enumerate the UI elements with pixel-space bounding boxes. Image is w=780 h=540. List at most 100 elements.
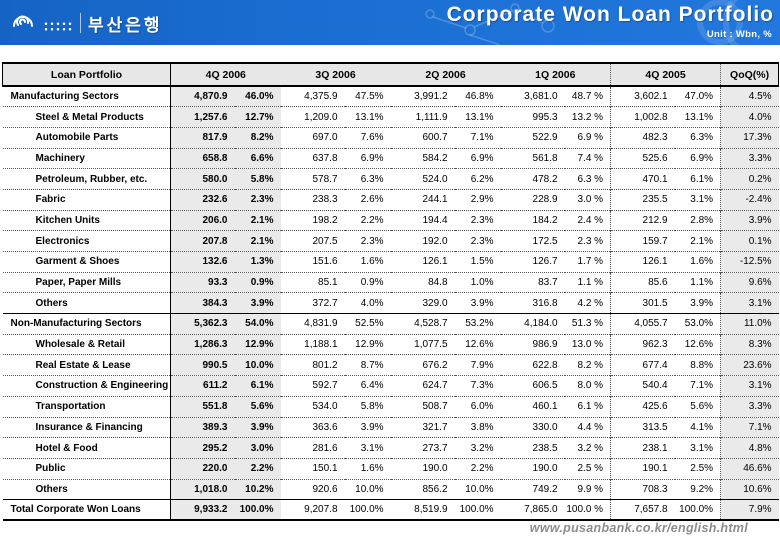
value-cell: 132.6 — [170, 251, 235, 273]
value-cell: 460.1 — [500, 395, 565, 417]
value-cell: 235.5 — [610, 188, 675, 211]
value-cell: 7.6% — [344, 126, 391, 149]
value-cell: 658.8 — [170, 147, 235, 169]
value-cell: 13.1% — [344, 106, 391, 128]
table-row: Garment & Shoes 132.6 1.3% 151.6 1.6% 126.1 1.… — [2, 251, 779, 273]
value-cell: 708.3 — [610, 478, 675, 500]
value-cell: 3,602.1 — [610, 86, 675, 107]
header-band: 부산은행 Corporate Won Loan Portfolio Unit :… — [0, 0, 780, 45]
value-cell: 93.3 — [170, 271, 235, 293]
value-cell: 3.9% — [234, 416, 281, 438]
value-cell: 637.8 — [280, 147, 345, 169]
row-label: Machinery — [2, 147, 171, 169]
value-cell: 9.9 % — [564, 478, 611, 500]
value-cell: 273.7 — [390, 437, 455, 459]
value-cell: 624.7 — [390, 375, 455, 397]
table-row: Real Estate & Lease 990.5 10.0% 801.2 8.7% 67… — [2, 354, 779, 376]
value-cell: 281.6 — [280, 437, 345, 459]
value-cell: 1,002.8 — [610, 106, 675, 128]
row-label: Fabric — [2, 188, 171, 211]
table-row: Automobile Parts 817.9 8.2% 697.0 7.6% 600.7 7… — [2, 126, 779, 149]
value-cell: 7,865.0 — [500, 499, 565, 521]
row-label: Garment & Shoes — [2, 251, 171, 273]
value-cell: 1,209.0 — [280, 106, 345, 128]
value-cell: 622.8 — [500, 354, 565, 376]
value-cell: 697.0 — [280, 126, 345, 149]
value-cell: 676.2 — [390, 354, 455, 376]
value-cell: 1.6% — [674, 251, 721, 273]
value-cell: 606.5 — [500, 375, 565, 397]
value-cell: 100.0 % — [564, 499, 611, 521]
table-row: Non-Manufacturing Sectors 5,362.3 54.0% 4,8… — [2, 313, 779, 335]
value-cell: 3.2% — [454, 437, 501, 459]
value-cell: 190.0 — [390, 457, 455, 480]
row-label: Electronics — [2, 230, 171, 252]
value-cell: 2.2% — [454, 457, 501, 480]
value-cell: 12.9% — [344, 333, 391, 355]
value-cell: 330.0 — [500, 416, 565, 438]
value-cell: 2.8% — [674, 209, 721, 231]
value-cell: 3,991.2 — [414, 91, 448, 103]
value-cell: 100.0% — [454, 499, 501, 521]
value-cell: 1,257.6 — [170, 106, 235, 128]
value-cell: 238.3 — [280, 188, 345, 211]
logo-divider — [80, 13, 81, 33]
value-cell: 4.2 % — [564, 292, 611, 314]
row-label: Hotel & Food — [2, 437, 171, 459]
value-cell: 301.5 — [610, 292, 675, 314]
value-cell: 2.1% — [234, 230, 281, 252]
qoq-cell: 7.9% — [720, 499, 779, 521]
value-cell: 8.8% — [674, 354, 721, 376]
value-cell: 228.9 — [500, 188, 565, 211]
value-cell: 525.6 — [610, 147, 675, 169]
value-cell: 159.7 — [610, 230, 675, 252]
value-cell: 13.2 % — [564, 106, 611, 128]
value-cell: 524.0 — [390, 168, 455, 190]
column-header-2q2006: 2Q 2006 — [390, 63, 501, 87]
value-cell: 6.3% — [674, 126, 721, 149]
value-cell: 7.1% — [674, 375, 721, 397]
value-cell: 51.3 % — [564, 313, 611, 335]
value-cell: 600.7 — [390, 126, 455, 149]
row-label: Kitchen Units — [2, 209, 171, 231]
value-cell: 126.1 — [610, 251, 675, 273]
value-cell: 363.6 — [280, 416, 345, 438]
table-row: Transportation 551.8 5.6% 534.0 5.8% 508.7 6.0… — [2, 395, 779, 417]
value-cell: 8,519.9 — [390, 499, 455, 521]
row-label: Others — [2, 478, 171, 500]
row-label: Others — [2, 292, 171, 314]
qoq-cell: 0.1% — [720, 230, 779, 252]
value-cell: 3.2 % — [564, 437, 611, 459]
value-cell: 6.9% — [674, 147, 721, 169]
table-row: Manufacturing Sectors 4,870.9 46.0% 4,375.9… — [2, 86, 779, 107]
value-cell: 85.1 — [280, 271, 345, 293]
table-row: Others 1,018.0 10.2% 920.6 10.0% 856.2 10.0% 74… — [2, 478, 779, 500]
band-decoration — [425, 0, 743, 45]
value-cell: 482.3 — [610, 126, 675, 149]
table-row: Paper, Paper Mills 93.3 0.9% 85.1 0.9% 84.8 1.… — [2, 271, 779, 293]
value-cell: 3.8% — [454, 416, 501, 438]
row-label: Automobile Parts — [2, 126, 171, 149]
table-row: Construction & Engineering 611.2 6.1% 592.7… — [2, 375, 779, 397]
value-cell: 46.8% — [465, 91, 494, 103]
value-cell: 172.5 — [500, 230, 565, 252]
value-cell: 3.9% — [674, 292, 721, 314]
qoq-cell: 4.0% — [720, 106, 779, 128]
value-cell: 190.0 — [500, 457, 565, 480]
table-row: Fabric 232.6 2.3% 238.3 2.6% 244.1 2.9% 228.9 3.… — [2, 188, 779, 211]
qoq-cell: -12.5% — [720, 251, 779, 273]
value-cell: 1,077.5 — [390, 333, 455, 355]
value-cell: 1,286.3 — [170, 333, 235, 355]
value-cell: 46.0% — [234, 86, 281, 107]
value-cell: 817.9 — [170, 126, 235, 149]
row-label: Total Corporate Won Loans — [2, 499, 171, 521]
table-row: Others 384.3 3.9% 372.7 4.0% 329.0 3.9% 316.8 4.… — [2, 292, 779, 314]
bank-logo: 부산은행 — [10, 8, 163, 38]
value-cell: 2.4 % — [564, 209, 611, 231]
column-header-4q2005: 4Q 2005 — [610, 63, 721, 87]
value-cell: 6.1% — [234, 375, 281, 397]
value-cell: 534.0 — [280, 395, 345, 417]
value-cell: 7.3% — [454, 375, 501, 397]
qoq-cell: 11.0% — [720, 313, 779, 335]
value-cell: 3,681.0 — [524, 91, 558, 103]
